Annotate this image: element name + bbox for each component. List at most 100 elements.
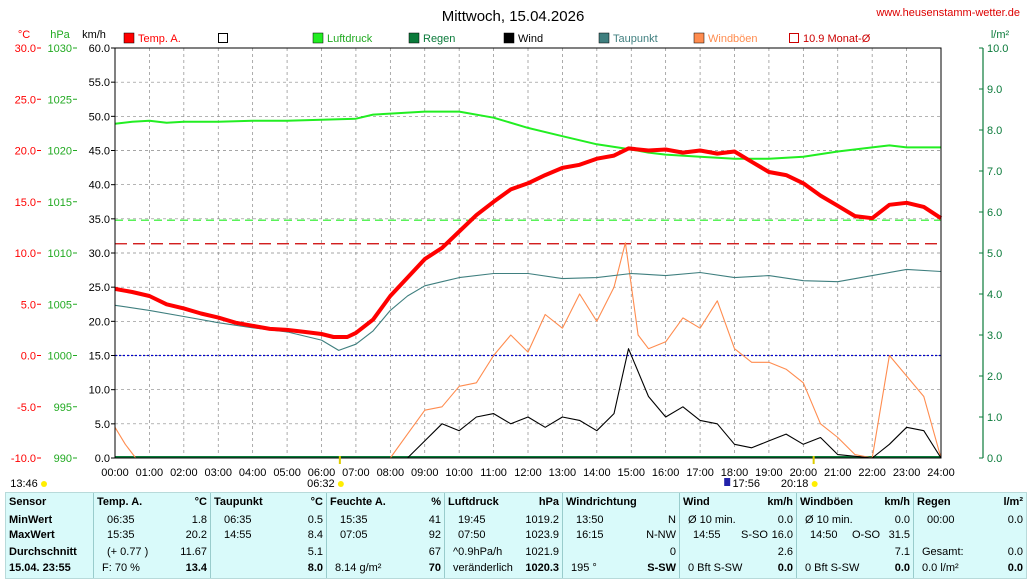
moon-icon <box>724 478 731 486</box>
legend-swatch <box>789 33 799 43</box>
gusts-header: Windböen <box>800 496 854 508</box>
pressure-now-note: veränderlich <box>453 562 513 574</box>
sensor-now-label: 15.04. 23:55 <box>9 562 71 574</box>
temp-tick-label: 30.0 <box>15 43 36 55</box>
gusts-now: 0.0 <box>894 562 910 574</box>
rain-min-time: 00:00 <box>927 514 955 526</box>
legend-label: Taupunkt <box>613 33 658 45</box>
humidity-header: Feuchte A. <box>330 496 386 508</box>
pressure-header: Luftdruck <box>448 496 499 508</box>
x-tick-label: 24:00 <box>927 467 955 479</box>
pressure-tick-label: 1030 <box>48 43 72 55</box>
x-tick-label: 12:00 <box>514 467 542 479</box>
humidity-unit: % <box>431 496 441 508</box>
wind-min: 0.0 <box>777 514 793 526</box>
statistics-table: Sensor MinWert MaxWert Durchschnitt 15.0… <box>5 492 1027 579</box>
rain-header: Regen <box>917 496 951 508</box>
legend-swatch <box>503 32 515 44</box>
legend-label: Wind <box>518 33 543 45</box>
wind-max-dir: S-SO <box>741 529 768 541</box>
x-tick-label: 16:00 <box>652 467 680 479</box>
legend-swatch <box>598 32 610 44</box>
legend-swatch <box>312 32 324 44</box>
wind-tick-label: 45.0 <box>89 146 110 158</box>
weather-chart: 30.0 25.0 20.0 15.0 10.0 5.0 0.0 -5.0 -10.0 1030 1… <box>10 7 1020 490</box>
legend-label: Windböen <box>708 33 758 45</box>
rain-tick-label: 0.0 <box>987 453 1002 465</box>
x-tick-label: 22:00 <box>858 467 886 479</box>
pressure-tick-label: 1015 <box>48 197 72 209</box>
wind-min-label: Ø 10 min. <box>688 514 736 526</box>
x-tick-label: 18:00 <box>721 467 749 479</box>
wind-now-note: 0 Bft S-SW <box>688 562 743 574</box>
rain-tick-label: 6.0 <box>987 207 1002 219</box>
gusts-now-note: 0 Bft S-SW <box>805 562 860 574</box>
rain-tick-label: 3.0 <box>987 330 1002 342</box>
temp-tick-label: -10.0 <box>11 453 36 465</box>
x-tick-label: 23:00 <box>893 467 921 479</box>
temp-tick-label: 0.0 <box>21 351 36 363</box>
temp-header: Temp. A. <box>97 496 143 508</box>
temperature-series-line <box>114 146 943 339</box>
wind-max: 16.0 <box>771 529 793 541</box>
wind-tick-label: 35.0 <box>89 214 110 226</box>
legend-swatch <box>123 32 135 44</box>
legend-label: Luftdruck <box>327 33 373 45</box>
pressure-axis-unit: hPa <box>50 29 70 41</box>
pressure-series-line <box>114 110 941 160</box>
temp-now-note: F: 70 % <box>102 562 140 574</box>
gusts-min-label: Ø 10 min. <box>805 514 853 526</box>
temp-unit: °C <box>194 496 207 508</box>
rain-total-label: Gesamt: <box>922 546 964 558</box>
temp-tick-label: 5.0 <box>21 299 36 311</box>
legend-label: 10.9 Monat-Ø <box>803 33 871 45</box>
pressure-tick-label: 1000 <box>48 351 72 363</box>
wind-tick-label: 10.0 <box>89 385 110 397</box>
pressure-max: 1023.9 <box>525 529 559 541</box>
temp-max-time: 15:35 <box>107 529 135 541</box>
wind-series-line <box>115 348 942 459</box>
reference-lines <box>115 219 941 458</box>
sunset-icon <box>811 481 818 487</box>
x-tick-label: 10:00 <box>445 467 473 479</box>
stats-col-humidity: Feuchte A.% 15:35 41 07:05 92 67 8.14 g/m²… <box>326 493 444 578</box>
pressure-min: 1019.2 <box>525 514 559 526</box>
gusts-series-line <box>114 242 942 459</box>
pressure-tick-label: 1010 <box>48 248 72 260</box>
axis-labels: 30.0 25.0 20.0 15.0 10.0 5.0 0.0 -5.0 -10.0 1030 1… <box>11 43 1009 479</box>
x-tick-label: 21:00 <box>824 467 852 479</box>
direction-avg: 0 <box>669 546 676 558</box>
x-tick-label: 01:00 <box>136 467 164 479</box>
rain-now-note: 0.0 l/m² <box>922 562 959 574</box>
website-link[interactable]: www.heusenstamm-wetter.de <box>875 7 1020 19</box>
humidity-max-time: 07:05 <box>340 529 368 541</box>
x-tick-label: 15:00 <box>617 467 645 479</box>
legend-swatch <box>408 32 420 44</box>
x-tick-label: 00:00 <box>101 467 129 479</box>
chart-title: Mittwoch, 15.04.2026 <box>442 8 585 25</box>
pressure-min-time: 19:45 <box>458 514 486 526</box>
x-tick-label: 11:00 <box>480 467 507 479</box>
temp-now: 13.4 <box>185 562 207 574</box>
temp-tick-label: 25.0 <box>15 94 36 106</box>
chart-legend: Temp. A. Luftdruck Regen Wind Taupunkt Windbö… <box>123 32 871 45</box>
stats-col-direction: Windrichtung 13:50 N 16:15 N-NW 0 195 ° S-S… <box>562 493 679 578</box>
x-tick-label: 08:00 <box>377 467 405 479</box>
x-tick-label: 14:00 <box>583 467 611 479</box>
wind-header: Wind <box>683 496 710 508</box>
pressure-max-time: 07:50 <box>458 529 486 541</box>
dew-now: 8.0 <box>307 562 323 574</box>
wind-tick-label: 25.0 <box>89 282 110 294</box>
wind-tick-label: 0.0 <box>95 453 110 465</box>
x-tick-label: 17:00 <box>686 467 714 479</box>
stats-col-temp: Temp. A. °C 06:35 1.8 15:35 20.2 (+ 0.77 ) 1… <box>93 493 210 578</box>
direction-header: Windrichtung <box>566 496 637 508</box>
dew-min-time: 06:35 <box>224 514 252 526</box>
legend-swatch <box>218 33 228 43</box>
wind-unit: km/h <box>767 496 793 508</box>
pressure-tick-label: 995 <box>54 402 72 414</box>
x-tick-label: 06:00 <box>308 467 336 479</box>
gusts-min: 0.0 <box>894 514 910 526</box>
rain-now: 0.0 <box>1007 562 1023 574</box>
sunset-label: 20:18 <box>781 478 809 490</box>
